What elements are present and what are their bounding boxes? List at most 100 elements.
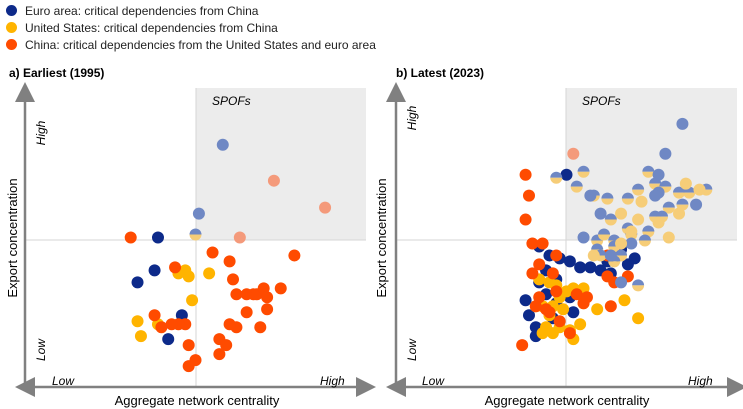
data-point-0-2-0 [124, 231, 137, 244]
data-point-0-2-10 [261, 291, 274, 304]
data-point-1-5-0 [679, 177, 692, 190]
data-point-0-2-15 [254, 321, 267, 334]
data-point-0-1-7 [134, 330, 147, 343]
data-point-1-3-3 [632, 183, 645, 196]
data-point-0-0-0 [151, 231, 164, 244]
data-point-1-2-14 [570, 288, 583, 301]
y-axis-title-earliest: Export concentration [5, 178, 20, 297]
data-point-0-2-4 [227, 273, 240, 286]
data-point-1-3-23-top-half [591, 243, 604, 250]
data-point-1-3-14-top-half [604, 213, 617, 220]
data-point-1-3-21-top-half [638, 234, 651, 241]
data-point-1-4-4 [690, 198, 703, 211]
data-point-1-4-7 [615, 276, 628, 289]
data-point-1-3-4-top-half [642, 165, 655, 172]
data-point-1-3-8-top-half [676, 198, 689, 205]
data-point-1-3-13-top-half [659, 180, 672, 187]
data-point-0-3-0-bottom-half [189, 234, 202, 241]
data-point-1-3-30-bottom-half [608, 261, 621, 268]
data-point-1-0-18 [621, 258, 634, 271]
data-point-1-3-9-top-half [662, 201, 675, 208]
x-axis-title-earliest: Aggregate network centrality [115, 393, 280, 408]
data-point-1-3-1 [601, 192, 614, 205]
data-point-1-3-6-bottom-half [683, 192, 696, 199]
quadrant-label-earliest: SPOFs [212, 94, 251, 108]
x-high-label-earliest: High [320, 374, 345, 388]
legend-label-china: China: critical dependencies from the Un… [25, 37, 376, 52]
data-point-1-5-2 [632, 213, 645, 226]
data-point-1-3-2 [621, 192, 634, 205]
data-point-0-2-27 [148, 309, 161, 322]
data-point-1-1-8 [557, 303, 570, 316]
data-point-1-2-7 [533, 258, 546, 271]
data-point-0-0-2 [131, 276, 144, 289]
legend-label-euro-area: Euro area: critical dependencies from Ch… [25, 3, 259, 18]
data-point-0-2-28 [165, 318, 178, 331]
data-point-0-5-2 [233, 231, 246, 244]
data-point-1-3-29 [577, 165, 590, 178]
data-point-0-2-21 [182, 339, 195, 352]
data-point-1-5-6 [635, 195, 648, 208]
data-point-1-5-4 [625, 225, 638, 238]
data-point-1-3-21-bottom-half [638, 240, 651, 247]
data-point-0-2-1 [169, 261, 182, 274]
data-point-1-3-25-bottom-half [632, 285, 645, 292]
data-point-1-1-15 [618, 294, 631, 307]
data-point-0-4-0 [216, 138, 229, 151]
data-point-0-2-17 [223, 318, 236, 331]
legend-item-china: China: critical dependencies from the Un… [6, 36, 376, 53]
data-point-1-3-29-top-half [577, 165, 590, 172]
panel-latest: b) Latest (2023) SPOFs High Low Low High… [374, 66, 743, 408]
data-point-0-0-1 [148, 264, 161, 277]
panel-earliest: a) Earliest (1995) SPOFs High Low Low Hi… [5, 66, 376, 408]
data-point-0-2-11 [274, 282, 287, 295]
y-low-label-latest: Low [405, 338, 419, 361]
data-point-1-3-25-top-half [632, 279, 645, 286]
data-point-1-1-20 [632, 312, 645, 325]
data-point-1-3-3-top-half [632, 183, 645, 190]
data-point-1-3-26-top-half [570, 180, 583, 187]
data-point-0-1-5 [131, 315, 144, 328]
data-point-1-3-25 [632, 279, 645, 292]
data-point-0-3-0-top-half [189, 228, 202, 235]
data-point-1-4-6 [604, 249, 617, 262]
data-point-1-2-17 [516, 339, 529, 352]
data-point-1-2-2 [526, 237, 539, 250]
data-point-1-0-9 [584, 261, 597, 274]
data-point-1-3-27-bottom-half [550, 177, 563, 184]
data-point-1-3-29-bottom-half [577, 171, 590, 178]
data-point-1-3-21 [638, 234, 651, 247]
spof-quadrant-earliest [196, 88, 366, 240]
data-point-1-3-18-bottom-half [598, 234, 611, 241]
data-point-1-3-11-top-half [655, 210, 668, 217]
points-latest [516, 117, 713, 352]
data-point-0-2-12 [288, 249, 301, 262]
data-point-1-5-9 [587, 249, 600, 262]
data-point-0-2-19 [220, 339, 233, 352]
data-point-0-2-13 [240, 306, 253, 319]
data-point-0-5-1 [319, 201, 332, 214]
legend-swatch-euro-area [6, 5, 17, 16]
data-point-1-0-24 [519, 294, 532, 307]
data-point-1-2-15 [580, 291, 593, 304]
data-point-1-2-5 [550, 249, 563, 262]
data-point-1-4-5 [577, 231, 590, 244]
data-point-0-4-1 [192, 207, 205, 220]
data-point-1-3-28-top-half [615, 249, 628, 256]
data-point-1-2-1 [522, 189, 535, 202]
legend-item-united-states: United States: critical dependencies fro… [6, 19, 376, 36]
data-point-0-2-14 [261, 303, 274, 316]
data-point-1-3-14-bottom-half [604, 219, 617, 226]
data-point-1-2-21 [550, 285, 563, 298]
data-point-1-0-21 [567, 306, 580, 319]
data-point-1-3-4 [642, 165, 655, 178]
data-point-1-3-27-top-half [550, 171, 563, 178]
data-point-1-4-0 [676, 117, 689, 130]
data-point-0-1-4 [186, 294, 199, 307]
data-point-1-3-2-bottom-half [621, 198, 634, 205]
points-earliest [124, 138, 332, 373]
data-point-1-2-20 [529, 300, 542, 313]
data-point-1-3-14 [604, 213, 617, 226]
data-point-1-3-5-bottom-half [673, 192, 686, 199]
data-point-1-3-2-top-half [621, 192, 634, 199]
